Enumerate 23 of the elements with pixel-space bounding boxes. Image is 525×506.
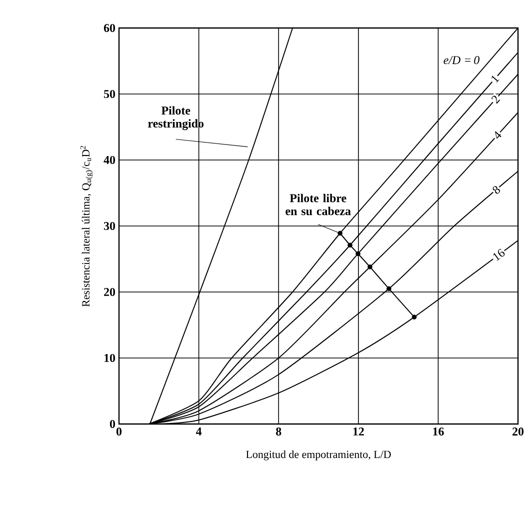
y-tick-label: 30 <box>104 222 116 230</box>
y-tick-label: 60 <box>104 24 116 32</box>
text: 8 <box>492 186 500 194</box>
x-axis-title: Longitud de empotramiento, L/D <box>246 450 391 460</box>
x-tick-label: 8 <box>276 428 282 436</box>
text: 2 <box>491 96 500 104</box>
annotation: Pilote libre en su cabeza <box>286 194 351 216</box>
y-tick-label: 40 <box>104 156 116 164</box>
x-tick-label: 4 <box>196 428 202 436</box>
text: 1 <box>492 76 500 83</box>
series-label: 0 <box>474 56 480 64</box>
x-tick-label: 0 <box>116 428 122 436</box>
y-tick-label: 0 <box>110 420 116 428</box>
y-tick-label: 20 <box>104 288 116 296</box>
x-tick-label: 20 <box>512 428 524 436</box>
legend-title: e/D = <box>444 56 471 64</box>
text: 4 <box>495 131 502 139</box>
y-tick-label: 50 <box>104 90 116 98</box>
text: 16 <box>493 248 505 261</box>
y-tick-label: 10 <box>104 354 116 362</box>
x-tick-label: 16 <box>433 428 444 436</box>
y-axis-title: Resistencia lateral última, Q$_{u(g)}$/c$_{u}$D$^{2}$ <box>80 146 93 307</box>
x-tick-label: 12 <box>353 428 364 436</box>
